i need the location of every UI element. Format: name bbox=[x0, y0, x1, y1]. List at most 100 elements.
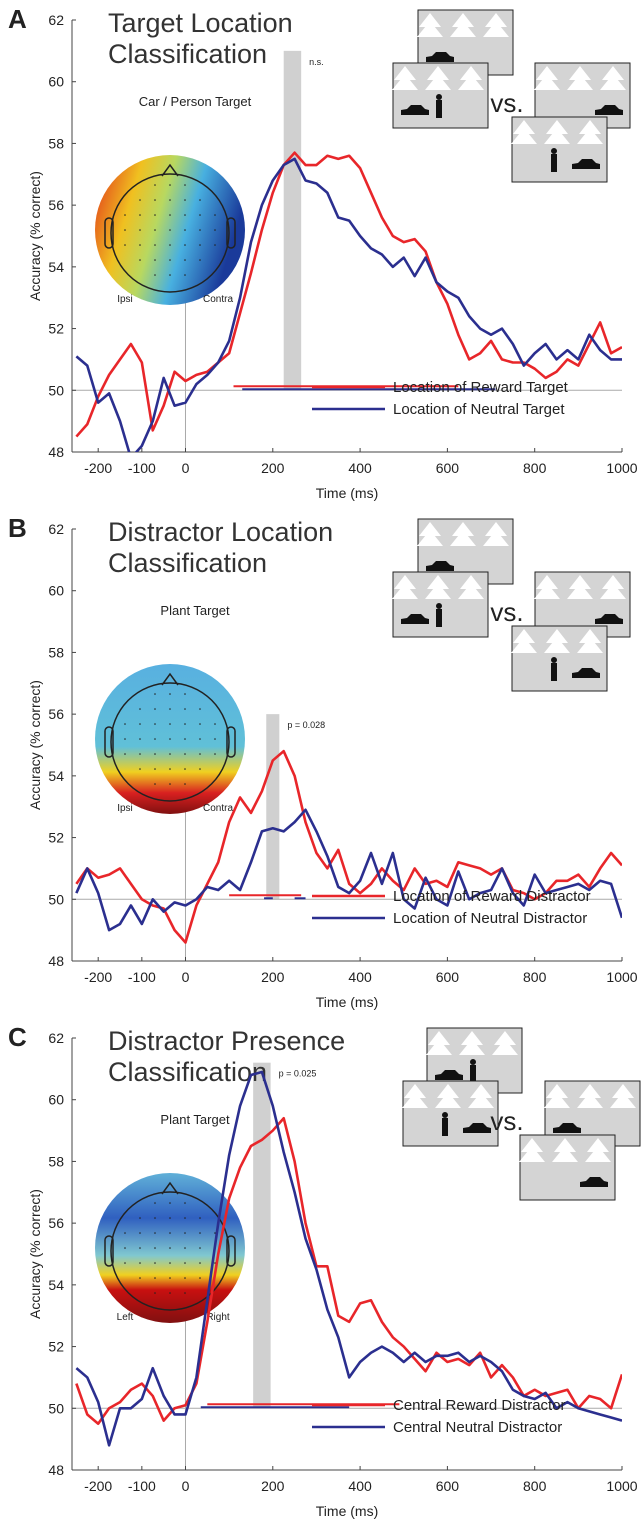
electrode bbox=[154, 723, 156, 725]
tree bbox=[483, 13, 509, 37]
y-tick-label: 54 bbox=[48, 259, 64, 275]
tree bbox=[425, 575, 451, 599]
electrode bbox=[199, 753, 201, 755]
electrode bbox=[139, 199, 141, 201]
electrode bbox=[139, 244, 141, 246]
electrode bbox=[184, 738, 186, 740]
subtitle: Plant Target bbox=[160, 603, 230, 618]
electrode bbox=[154, 259, 156, 261]
electrode bbox=[184, 1247, 186, 1249]
panel-label: C bbox=[8, 1022, 27, 1052]
electrode bbox=[184, 214, 186, 216]
electrode bbox=[124, 214, 126, 216]
annotation: p = 0.025 bbox=[279, 1069, 317, 1079]
tree bbox=[417, 522, 443, 546]
tree bbox=[610, 1084, 636, 1108]
electrode bbox=[139, 738, 141, 740]
tree bbox=[483, 522, 509, 546]
scene bbox=[392, 62, 489, 129]
electrode bbox=[139, 259, 141, 261]
series-line bbox=[75, 1116, 622, 1426]
y-tick-label: 52 bbox=[48, 1339, 64, 1355]
x-tick-label: 1000 bbox=[606, 969, 637, 985]
tree bbox=[402, 1084, 428, 1108]
electrode bbox=[169, 1277, 171, 1279]
electrode bbox=[199, 229, 201, 231]
electrode bbox=[184, 1262, 186, 1264]
person-body bbox=[551, 663, 557, 681]
electrode bbox=[184, 1277, 186, 1279]
vs-label: vs. bbox=[490, 597, 523, 627]
electrode bbox=[214, 1232, 216, 1234]
electrode bbox=[199, 199, 201, 201]
electrode bbox=[169, 708, 171, 710]
ear bbox=[226, 217, 236, 249]
electrode bbox=[169, 768, 171, 770]
electrode bbox=[154, 184, 156, 186]
x-axis-label: Time (ms) bbox=[316, 485, 378, 501]
head-outline bbox=[110, 1191, 230, 1311]
legend-label: Location of Reward Distractor bbox=[393, 888, 591, 905]
tree bbox=[459, 1031, 485, 1055]
electrode bbox=[124, 229, 126, 231]
electrode bbox=[199, 1262, 201, 1264]
electrode bbox=[154, 1217, 156, 1219]
electrode bbox=[139, 708, 141, 710]
electrode bbox=[169, 259, 171, 261]
scene bbox=[519, 1134, 616, 1201]
electrode bbox=[184, 768, 186, 770]
tree bbox=[567, 575, 593, 599]
panel: p = 0.028 48 50 52 54 56 58 60 62 -200 -100 0 200 400… bbox=[8, 513, 638, 1010]
electrode bbox=[199, 723, 201, 725]
tree bbox=[511, 629, 537, 653]
car bbox=[572, 668, 600, 678]
electrode bbox=[184, 1202, 186, 1204]
person-head bbox=[436, 603, 442, 609]
person-head bbox=[436, 94, 442, 100]
x-tick-label: 600 bbox=[436, 460, 460, 476]
person-body bbox=[470, 1065, 476, 1083]
electrode bbox=[169, 199, 171, 201]
title-box: Target Location Classification bbox=[108, 8, 293, 69]
x-tick-label: 600 bbox=[436, 1478, 460, 1494]
y-tick-label: 48 bbox=[48, 953, 64, 969]
y-tick-label: 50 bbox=[48, 1400, 64, 1416]
x-tick-label: 800 bbox=[523, 460, 547, 476]
tree bbox=[534, 575, 560, 599]
x-axis-label: Time (ms) bbox=[316, 994, 378, 1010]
electrode bbox=[169, 1202, 171, 1204]
title-box: Distractor Presence Classification bbox=[108, 1026, 345, 1087]
y-tick-label: 60 bbox=[48, 583, 64, 599]
ear bbox=[226, 1235, 236, 1267]
y-tick-label: 62 bbox=[48, 521, 64, 537]
inset-label: Left bbox=[117, 1312, 134, 1323]
vs-label: vs. bbox=[490, 1106, 523, 1136]
scene bbox=[392, 571, 489, 638]
electrode bbox=[184, 199, 186, 201]
electrode bbox=[184, 723, 186, 725]
electrode bbox=[124, 738, 126, 740]
x-tick-label: -100 bbox=[128, 969, 156, 985]
tree bbox=[544, 120, 570, 144]
annotation: n.s. bbox=[309, 57, 324, 67]
subtitle: Plant Target bbox=[160, 1112, 230, 1127]
electrode bbox=[139, 214, 141, 216]
electrode bbox=[184, 693, 186, 695]
person-body bbox=[436, 100, 442, 118]
tree bbox=[577, 1084, 603, 1108]
tree bbox=[417, 13, 443, 37]
legend-label: Location of Reward Target bbox=[393, 379, 569, 396]
car bbox=[426, 561, 454, 571]
electrode bbox=[214, 1262, 216, 1264]
scene bbox=[402, 1080, 499, 1147]
tree bbox=[534, 66, 560, 90]
electrode bbox=[139, 229, 141, 231]
electrode bbox=[139, 723, 141, 725]
scene bbox=[511, 625, 608, 692]
legend-label: Central Reward Distractor bbox=[393, 1397, 566, 1414]
panel: n.s. 48 50 52 54 56 58 60 62 -200 -100 0 200 400 600 80… bbox=[8, 4, 638, 501]
electrode bbox=[154, 1202, 156, 1204]
x-tick-label: 600 bbox=[436, 969, 460, 985]
x-tick-label: 0 bbox=[182, 1478, 190, 1494]
